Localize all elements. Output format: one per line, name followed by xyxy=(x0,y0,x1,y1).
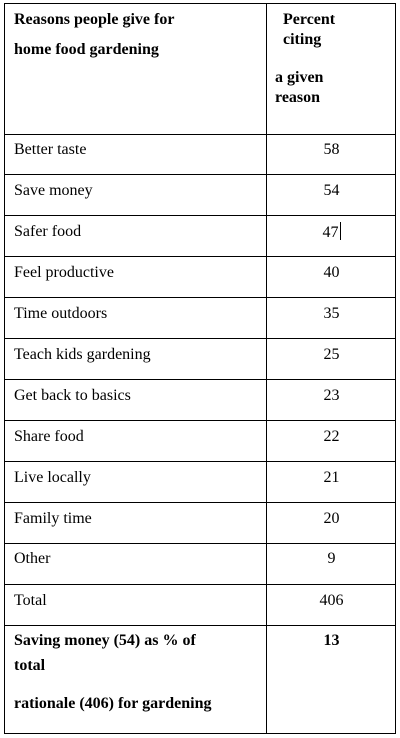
row-divider xyxy=(5,502,395,503)
percent-cell: 40 xyxy=(323,264,340,281)
row-divider xyxy=(5,420,395,421)
percent-cell: 21 xyxy=(323,469,340,486)
column-divider xyxy=(266,4,267,733)
reason-cell: Feel productive xyxy=(14,264,114,281)
percent-cell: 20 xyxy=(323,510,340,527)
reason-cell: Time outdoors xyxy=(14,305,108,322)
row-divider xyxy=(5,543,395,544)
reason-cell: Safer food xyxy=(14,223,82,240)
reason-cell: Better taste xyxy=(14,141,87,158)
row-divider xyxy=(5,584,395,585)
percent-cell: 54 xyxy=(323,182,340,199)
row-divider xyxy=(5,297,395,298)
header-percent: Percent citing a given reason xyxy=(275,10,335,108)
percent-cell: 47 xyxy=(322,224,339,241)
row-divider xyxy=(5,215,395,216)
reason-cell: Teach kids gardening xyxy=(14,346,151,363)
row-divider xyxy=(5,256,395,257)
row-divider xyxy=(5,461,395,462)
reason-cell: Get back to basics xyxy=(14,387,131,404)
total-value: 406 xyxy=(319,592,344,609)
percent-cell: 22 xyxy=(323,428,340,445)
summary-line2: total xyxy=(14,657,46,674)
reasons-table: Reasons people give for home food garden… xyxy=(4,3,396,734)
summary-value: 13 xyxy=(323,632,340,649)
summary-line3: rationale (406) for gardening xyxy=(14,695,212,712)
row-divider xyxy=(5,134,395,135)
reason-cell: Save money xyxy=(14,182,93,199)
reason-cell: Other xyxy=(14,550,51,567)
reason-cell: Share food xyxy=(14,428,84,445)
row-divider xyxy=(5,174,395,175)
reason-cell: Live locally xyxy=(14,469,91,486)
total-label: Total xyxy=(14,592,47,609)
header-percent-line1: Percent xyxy=(283,11,336,28)
row-divider xyxy=(5,625,395,626)
percent-cell: 35 xyxy=(323,305,340,322)
reason-cell: Family time xyxy=(14,510,92,527)
percent-cell-with-caret: 47 xyxy=(267,222,396,243)
percent-cell: 25 xyxy=(323,346,340,363)
percent-cell: 23 xyxy=(323,387,340,404)
text-cursor-icon xyxy=(339,222,341,240)
row-divider xyxy=(5,379,395,380)
percent-cell: 9 xyxy=(327,550,336,567)
header-percent-line4: reason xyxy=(275,89,321,106)
row-divider xyxy=(5,338,395,339)
summary-line1: Saving money (54) as % of xyxy=(14,632,196,649)
header-percent-line3: a given xyxy=(275,69,324,86)
header-percent-line2: citing xyxy=(283,31,322,48)
header-reasons-line2: home food gardening xyxy=(14,41,159,58)
header-reasons: Reasons people give for home food garden… xyxy=(14,10,174,70)
percent-cell: 58 xyxy=(323,141,340,158)
header-reasons-line1: Reasons people give for xyxy=(14,11,175,28)
